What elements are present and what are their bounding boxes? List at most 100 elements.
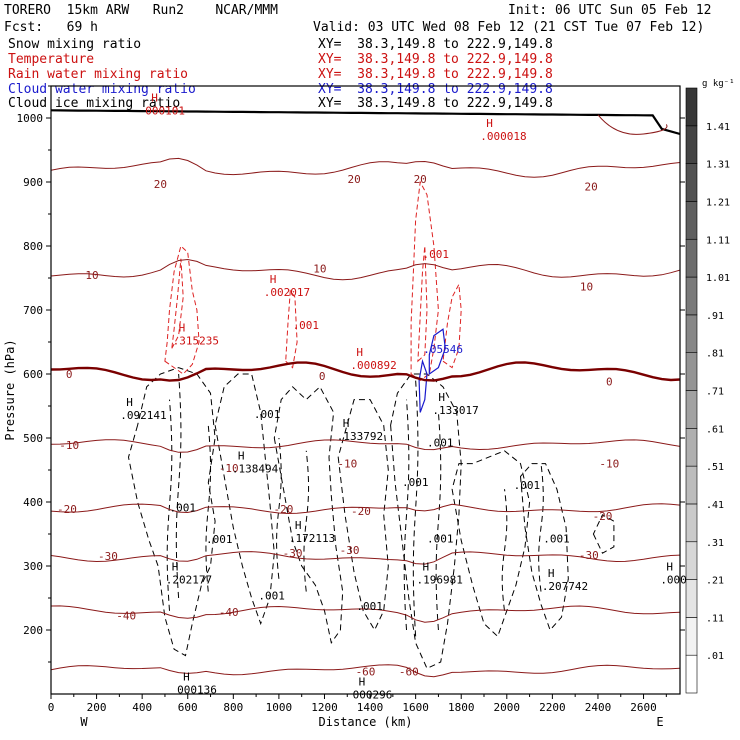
temperature-contour-label: -20 [351, 505, 371, 518]
max-value-label: .000892 [350, 359, 396, 372]
cloud-ice-lobe [501, 489, 508, 611]
cloud-water-contour [428, 328, 446, 376]
colorbar-tick-label: 1.21 [706, 197, 730, 208]
temperature-contour-label: -40 [116, 609, 136, 622]
colorbar-tick-label: .11 [706, 613, 724, 624]
max-marker: H [270, 273, 277, 286]
colorbar-segment [685, 125, 698, 164]
max-value-label: 000136 [177, 683, 217, 696]
max-value-label: .133792 [337, 430, 383, 443]
x-tick-label: 0 [48, 701, 55, 714]
max-marker: H [486, 117, 493, 130]
cloud-ice-lobe [303, 450, 310, 592]
field-xy-snow: XY= 38.3,149.8 to 222.9,149.8 [318, 37, 553, 52]
max-marker: H [356, 346, 363, 359]
cloud-ice-contour [390, 373, 462, 670]
temperature-contour-label: -10 [219, 462, 239, 475]
max-marker: H [359, 676, 366, 689]
contour-value-label: .001 [543, 532, 570, 545]
temperature-contour-label: 20 [414, 173, 427, 186]
max-value-label: .000 [660, 573, 687, 586]
x-tick-label: 1400 [357, 701, 384, 714]
colorbar-segment [685, 238, 698, 278]
colorbar-segment [685, 87, 698, 127]
cloud-water-contour [418, 358, 428, 413]
field-xy-rain: XY= 38.3,149.8 to 222.9,149.8 [318, 67, 553, 82]
temperature-contour [51, 605, 680, 623]
temperature-contour-label: -30 [579, 549, 599, 562]
valid-time: Valid: 03 UTC Wed 08 Feb 12 (21 CST Tue … [313, 20, 705, 35]
y-tick-label: 300 [23, 560, 43, 573]
colorbar-tick-label: 1.11 [706, 235, 730, 246]
max-value-label: .172113 [289, 532, 335, 545]
contour-value-label: .001 [422, 248, 449, 261]
temperature-contour [51, 503, 680, 515]
colorbar-tick-label: 1.41 [706, 122, 730, 133]
colorbar-segment [685, 428, 698, 467]
x-tick-label: 1000 [266, 701, 293, 714]
colorbar-segment [685, 654, 698, 694]
max-marker: H [295, 519, 302, 532]
temperature-contour-label: -20 [57, 503, 77, 516]
contour-value-label: .001 [258, 589, 285, 602]
temperature-contour-label: -30 [98, 550, 118, 563]
colorbar-segment [685, 579, 698, 618]
field-label-cloud-ice: Cloud ice mixing ratio [8, 96, 181, 111]
colorbar-unit-label: g kg⁻¹ [702, 79, 735, 89]
plot-frame [50, 85, 681, 695]
temperature-contour-label: 20 [584, 180, 597, 193]
colorbar-segment [685, 276, 698, 316]
west-end-label: W [80, 715, 88, 729]
cloud-ice-lobe [205, 425, 212, 592]
temperature-contour [51, 439, 680, 453]
cloud-ice-lobe [276, 437, 282, 579]
east-end-label: E [656, 715, 663, 729]
max-marker: H [172, 560, 179, 573]
x-tick-label: 600 [178, 701, 198, 714]
max-value-label: .092141 [120, 409, 166, 422]
max-marker: H [183, 670, 190, 683]
x-tick-label: 1800 [448, 701, 475, 714]
max-value-label: .315235 [173, 335, 219, 348]
contour-value-label: .001 [254, 408, 281, 421]
cloud-ice-lobe [538, 463, 544, 592]
contour-value-label: .001 [427, 436, 454, 449]
cloud-ice-contour [127, 367, 216, 657]
temperature-contour-label: -30 [340, 544, 360, 557]
colorbar-tick-label: .41 [706, 500, 724, 511]
x-tick-label: 2600 [630, 701, 657, 714]
colorbar-tick-label: 1.31 [706, 160, 730, 171]
model-run-title: TORERO 15km ARW Run2 NCAR/MMM [4, 3, 278, 18]
colorbar-tick-label: .51 [706, 462, 724, 473]
field-xy-cloud-ice: XY= 38.3,149.8 to 222.9,149.8 [318, 96, 553, 111]
x-tick-label: 2000 [494, 701, 521, 714]
y-tick-label: 800 [23, 240, 43, 253]
temperature-contour-label: -40 [219, 606, 239, 619]
rain-water-contour [285, 289, 298, 369]
temperature-contour-label: 0 [319, 370, 326, 383]
field-label-snow: Snow mixing ratio [8, 37, 142, 52]
colorbar-segment [685, 465, 698, 505]
temperature-contour-label: -60 [399, 666, 419, 679]
init-time: Init: 06 UTC Sun 05 Feb 12 [508, 3, 712, 18]
temperature-contour-label: -20 [593, 510, 613, 523]
temperature-contour [51, 551, 680, 565]
rain-water-contour [410, 180, 439, 382]
temperature-contour-label: 10 [580, 280, 593, 293]
colorbar-segment [685, 352, 698, 391]
y-tick-label: 700 [23, 304, 43, 317]
max-value-label: .000018 [480, 130, 526, 143]
colorbar-tick-label: .21 [706, 576, 724, 587]
y-axis-label: Pressure (hPa) [3, 339, 17, 440]
temperature-contour-label: 0 [66, 368, 73, 381]
max-value-label: .196981 [416, 573, 462, 586]
max-marker: H [238, 450, 245, 463]
x-tick-label: 2400 [585, 701, 612, 714]
max-marker: H [179, 322, 186, 335]
max-marker: H [666, 560, 673, 573]
contour-value-label: .001 [356, 600, 383, 613]
colorbar-segment [685, 541, 698, 580]
max-marker: H [151, 91, 158, 104]
max-value-label: .002017 [264, 286, 310, 299]
